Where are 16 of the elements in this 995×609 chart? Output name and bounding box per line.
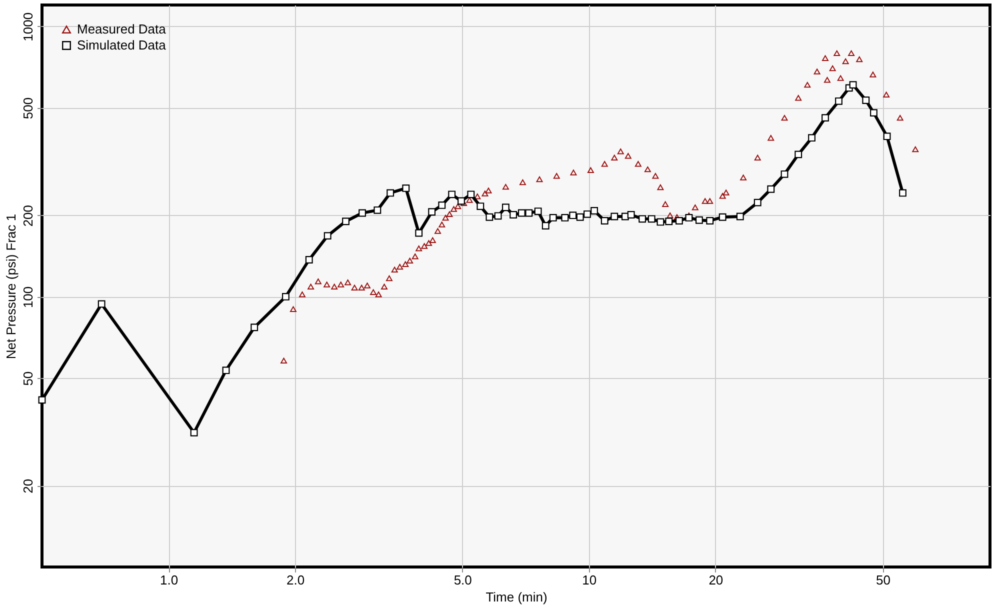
- y-axis-title: Net Pressure (psi) Frac 1: [4, 214, 18, 360]
- y-tick-label: 100: [20, 286, 36, 308]
- y-tick-label: 20: [20, 478, 36, 494]
- legend-label: Measured Data: [77, 22, 167, 36]
- y-tick-label: 1000: [20, 12, 36, 42]
- x-tick-label: 1.0: [160, 572, 178, 588]
- y-tick-label: 500: [20, 97, 36, 120]
- y-tick-label: 200: [20, 204, 36, 227]
- legend-label: Simulated Data: [77, 38, 167, 52]
- x-tick-label: 20: [708, 572, 724, 588]
- x-tick-label: 5.0: [454, 572, 472, 588]
- x-tick-label: 50: [876, 572, 890, 588]
- x-tick-label: 10: [582, 572, 597, 588]
- x-axis-title: Time (min): [486, 590, 548, 604]
- x-tick-label: 2.0: [286, 572, 305, 588]
- y-tick-label: 50: [20, 371, 36, 386]
